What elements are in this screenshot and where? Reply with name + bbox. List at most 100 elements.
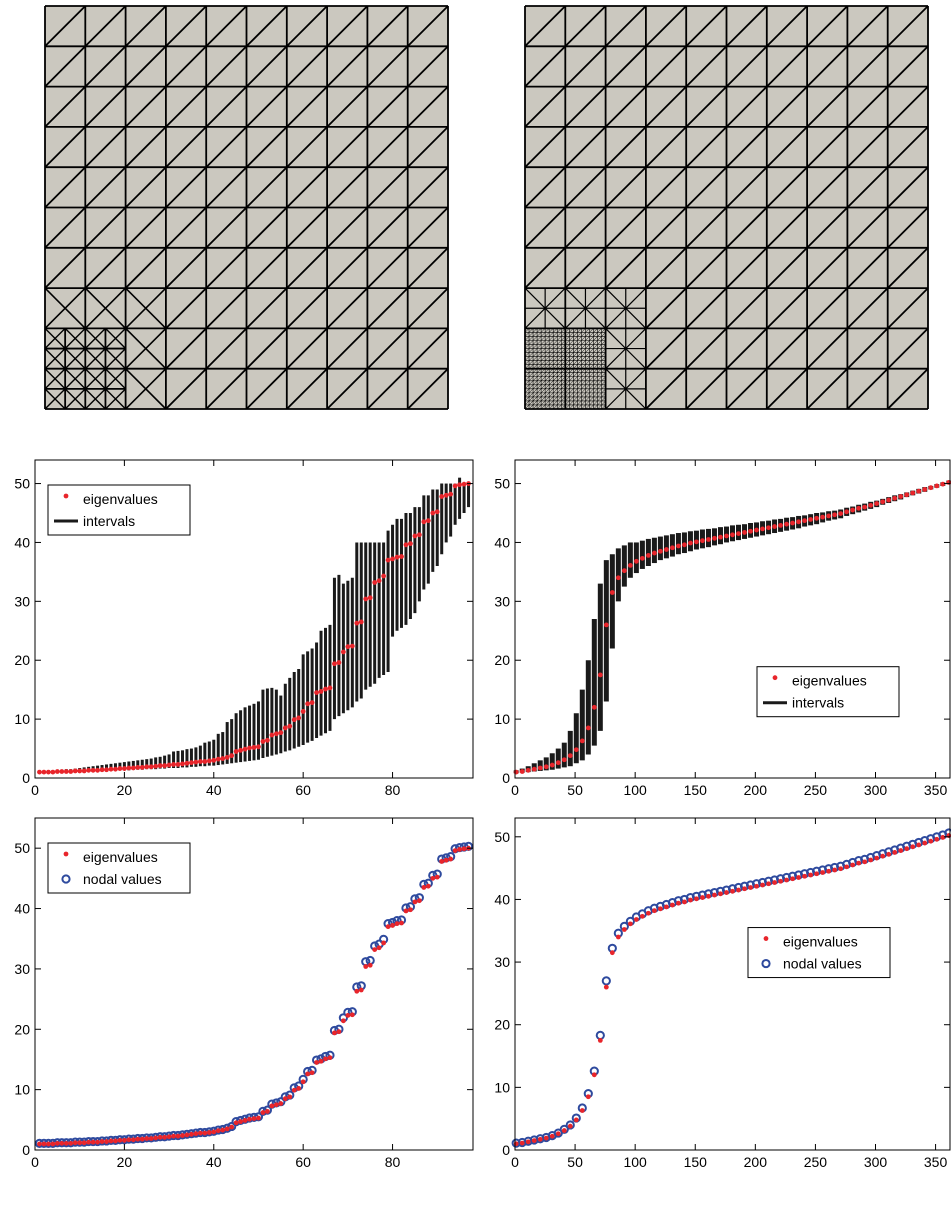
eigen-point bbox=[567, 1123, 573, 1129]
eigen-point bbox=[555, 1131, 561, 1137]
mesh-line bbox=[593, 372, 598, 377]
eigen-point bbox=[86, 1139, 92, 1145]
eigen-point bbox=[461, 481, 467, 487]
eigen-point bbox=[658, 548, 663, 554]
eigen-point bbox=[766, 881, 771, 887]
mesh-line bbox=[593, 396, 598, 402]
legend-box bbox=[47, 842, 191, 894]
eigen-point bbox=[215, 1128, 221, 1134]
eigen-point bbox=[363, 964, 369, 969]
mesh-line bbox=[887, 85, 929, 128]
legend-box bbox=[756, 666, 900, 718]
eigen-point bbox=[448, 856, 454, 862]
mesh-line bbox=[645, 5, 687, 47]
mesh-line bbox=[581, 388, 586, 394]
y-tick-label: 0 bbox=[502, 1142, 510, 1158]
eigen-point bbox=[265, 737, 270, 743]
mesh-line bbox=[528, 348, 534, 353]
mesh-line bbox=[536, 332, 542, 337]
eigen-point bbox=[41, 769, 47, 775]
mesh-line bbox=[553, 344, 558, 349]
mesh-line bbox=[553, 352, 558, 357]
mesh-line bbox=[685, 166, 728, 209]
mesh-line bbox=[528, 380, 534, 385]
eigen-point bbox=[126, 765, 132, 771]
eigen-point bbox=[305, 1071, 311, 1077]
eigen-point bbox=[197, 759, 203, 764]
mesh-line bbox=[528, 396, 534, 402]
mesh-line bbox=[165, 368, 207, 410]
eigen-point bbox=[273, 731, 279, 737]
eigen-point bbox=[323, 1056, 328, 1062]
mesh-line bbox=[540, 376, 546, 381]
mesh-line bbox=[64, 327, 86, 350]
mesh-line bbox=[165, 247, 207, 289]
eigen-point bbox=[104, 767, 109, 773]
eigen-point bbox=[892, 495, 898, 501]
x-tick-label: 300 bbox=[864, 782, 888, 798]
eigen-point bbox=[345, 644, 351, 650]
mesh-line bbox=[577, 336, 582, 341]
mesh-line bbox=[557, 340, 562, 345]
mesh-line bbox=[44, 247, 86, 289]
eigen-point bbox=[99, 1139, 105, 1144]
y-tick-label: 20 bbox=[14, 1021, 30, 1037]
y-tick-label: 30 bbox=[14, 961, 30, 977]
eigen-point bbox=[354, 620, 360, 626]
mesh-line bbox=[553, 336, 558, 341]
mesh-line bbox=[245, 45, 288, 88]
eigen-point bbox=[278, 730, 284, 736]
mesh-line bbox=[549, 356, 554, 361]
mesh-line bbox=[540, 396, 546, 402]
mesh-line bbox=[549, 396, 554, 402]
mesh-line bbox=[549, 392, 554, 398]
mesh-line bbox=[766, 206, 808, 249]
eigen-point bbox=[525, 1139, 531, 1145]
mesh-line bbox=[564, 287, 607, 329]
meshes bbox=[44, 5, 929, 410]
mesh-line bbox=[589, 348, 594, 353]
mesh-line bbox=[553, 372, 558, 377]
mesh-line bbox=[605, 327, 647, 370]
mesh-line bbox=[553, 376, 558, 381]
mesh-line bbox=[806, 45, 849, 88]
eigen-point bbox=[260, 739, 266, 744]
mesh-line bbox=[585, 356, 590, 361]
eigen-point bbox=[340, 649, 346, 655]
legend-label: eigenvalues bbox=[83, 491, 158, 507]
eigen-point bbox=[90, 1139, 96, 1145]
eigen-point bbox=[421, 519, 427, 525]
x-tick-label: 0 bbox=[31, 1154, 39, 1170]
mesh-line bbox=[205, 327, 248, 370]
mesh-line bbox=[589, 380, 594, 385]
mesh-line bbox=[532, 396, 538, 402]
mesh-line bbox=[528, 352, 534, 357]
legend-box bbox=[47, 484, 191, 536]
legend: eigenvalues intervals bbox=[756, 666, 900, 718]
mesh-line bbox=[766, 166, 808, 209]
eigen-point bbox=[760, 882, 765, 888]
mesh-line bbox=[366, 5, 409, 47]
mesh-line bbox=[589, 340, 594, 345]
mesh-line bbox=[573, 360, 578, 365]
mesh-line bbox=[766, 247, 808, 289]
mesh-line bbox=[536, 372, 542, 377]
eigen-point bbox=[412, 899, 418, 905]
mesh-line bbox=[532, 352, 538, 357]
mesh-line bbox=[846, 166, 889, 209]
eigen-point bbox=[385, 924, 391, 930]
eigen-point bbox=[416, 898, 422, 904]
mesh-line bbox=[205, 247, 248, 289]
mesh-line bbox=[685, 327, 728, 370]
mesh-line bbox=[585, 392, 590, 398]
mesh-line bbox=[766, 287, 808, 330]
eigen-point bbox=[597, 672, 603, 678]
mesh-line bbox=[585, 380, 590, 385]
mesh-line bbox=[124, 5, 167, 47]
eigen-point bbox=[220, 1127, 226, 1133]
eigen-point bbox=[820, 870, 826, 875]
mesh-line bbox=[286, 166, 328, 209]
mesh-line bbox=[593, 388, 598, 394]
mesh-line bbox=[577, 384, 582, 390]
